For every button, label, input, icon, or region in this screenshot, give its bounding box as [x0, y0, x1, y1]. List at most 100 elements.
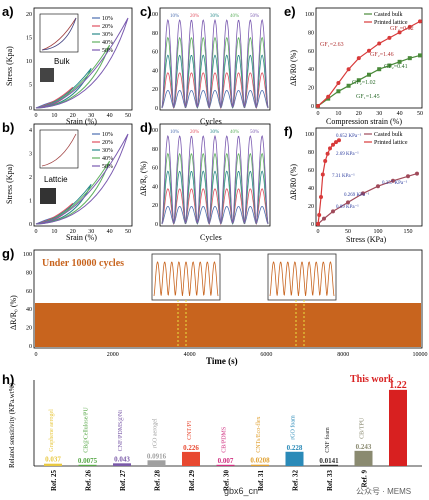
category-label: Ref. 31 [257, 470, 265, 491]
panel-a-xlabel: Srain (%) [66, 117, 97, 126]
panel-a-inset-loop-2 [41, 17, 77, 51]
ytick-label: 60 [152, 50, 158, 56]
panel-a-inset [39, 13, 79, 53]
panel-f: f) Casted bulk Printed lattice 0.652 KPa⁻… [284, 124, 423, 244]
legend-label: 30% [102, 32, 113, 38]
panel-g-xlabel: Time (s) [206, 356, 238, 366]
panel-c: c) 10% 20% 30% 40% 50% Cycles 0 20 40 60 80 100 [140, 4, 271, 126]
watermark: gbx6_cn [224, 486, 258, 496]
bar-material-label: Graphene aerogel [49, 409, 55, 452]
xtick-label: 40 [107, 113, 113, 119]
legend-label: Casted bulk [374, 132, 403, 138]
panel-b-xticks: 0 10 20 30 40 50 [35, 229, 132, 235]
category-label: Ref. 9 [361, 470, 369, 488]
ytick-label: 100 [149, 128, 158, 134]
xtick-label: 100 [374, 229, 383, 235]
hysteresis-loop [35, 44, 111, 109]
data-point [331, 209, 335, 214]
ytick-label: 100 [23, 252, 32, 258]
legend-label: 50% [102, 164, 113, 170]
data-point [323, 159, 328, 163]
bar [285, 451, 304, 466]
cycle-wave [161, 134, 269, 225]
panel-f-xlabel: Stress (KPa) [346, 235, 387, 244]
ytick-label: 10 [26, 59, 32, 65]
panel-g-note: Under 10000 cycles [42, 258, 124, 269]
ytick-label: 40 [308, 67, 314, 73]
panel-g-xticks: 0 2000 4000 6000 8000 10000 [35, 352, 428, 358]
panel-b-inset-loop [41, 133, 77, 167]
data-point [418, 53, 422, 58]
zoom-wave [153, 261, 219, 297]
xtick-label: 0 [35, 113, 38, 119]
bar-value-label: 0.228 [287, 444, 303, 452]
panel-e-xlabel: Compression strain (%) [326, 117, 402, 126]
category-label: Ref. 33 [326, 470, 334, 491]
data-point [316, 222, 320, 226]
ytick-label: 80 [152, 147, 158, 153]
xtick-label: 50 [125, 229, 131, 235]
legend-label: 50% [250, 14, 259, 19]
panel-a-inset-label: Bulk [54, 57, 71, 66]
xtick-label: 0 [35, 352, 38, 358]
hysteresis-loop [35, 160, 111, 225]
cycle-wave [161, 170, 269, 225]
data-point [322, 216, 326, 221]
xtick-label: 50 [417, 111, 423, 117]
ytick-label: 20 [26, 326, 32, 332]
panel-g-yticks: 0 20 40 60 80 100 [23, 252, 32, 350]
data-point [377, 41, 382, 46]
bar [113, 463, 131, 466]
panel-h-letter: h) [2, 372, 14, 387]
xtick-label: 10000 [413, 352, 428, 358]
panel-b-inset-label: Lattcie [44, 175, 68, 184]
ytick-label: 40 [152, 68, 158, 74]
sensitivity-annotation: 2.69 KPa⁻¹ [336, 151, 359, 157]
panel-a-curves [35, 17, 129, 109]
data-point [319, 195, 323, 199]
sensitivity-annotation: 0.09 KPa⁻¹ [336, 204, 359, 210]
panel-f-annotations: 0.652 KPa⁻¹ 2.69 KPa⁻¹ 7.31 KPa⁻¹ 0.357 KPa… [332, 133, 408, 210]
data-point [407, 56, 412, 61]
legend-label: 30% [210, 130, 219, 135]
panel-a-legend: 10% 20% 30% 40% 50% [92, 16, 113, 54]
panel-b-legend: 10% 20% 30% 40% 50% [92, 132, 113, 170]
panel-e-xticks: 0 10 20 30 40 50 [317, 111, 424, 117]
gf-annotation: GF₁=1.45 [356, 94, 380, 100]
xtick-label: 30 [88, 113, 94, 119]
panel-d-legend: 10% 20% 30% 40% 50% [170, 130, 259, 135]
panel-a-letter: a) [2, 4, 14, 19]
data-point [320, 172, 325, 177]
ytick-label: 100 [305, 132, 314, 138]
panel-a-inset-loop [41, 17, 77, 51]
cycle-wave [161, 18, 269, 109]
hysteresis-loop [35, 183, 92, 225]
legend-label: 10% [170, 14, 179, 19]
bar [182, 451, 200, 466]
panel-c-letter: c) [140, 4, 152, 19]
category-label: Ref. 32 [292, 470, 300, 491]
panel-f-frame [315, 127, 423, 227]
legend-label: 40% [102, 40, 113, 46]
xtick-label: 10 [51, 229, 57, 235]
lattice-cube-image [40, 188, 56, 204]
bar-value-label: 0.0141 [319, 457, 339, 465]
category-label: Ref. 29 [188, 470, 196, 491]
bar [147, 460, 166, 466]
data-point [406, 174, 410, 179]
bar [216, 464, 235, 466]
category-label: Ref. 30 [223, 470, 231, 491]
sensitivity-annotation: 0.357 KPa⁻¹ [382, 180, 408, 186]
ytick-label: 80 [308, 150, 314, 156]
panel-c-xlabel: Cycles [200, 117, 222, 126]
series-line [317, 139, 340, 225]
legend-label: 10% [102, 16, 113, 22]
legend-label: 30% [102, 148, 113, 154]
sensitivity-annotation: 7.31 KPa⁻¹ [332, 173, 355, 179]
bar-material-label: CNTs/Eco-flex [255, 416, 262, 452]
legend-label: 30% [210, 14, 219, 19]
panel-b-inset [39, 129, 79, 169]
ytick-label: 20 [152, 87, 158, 93]
